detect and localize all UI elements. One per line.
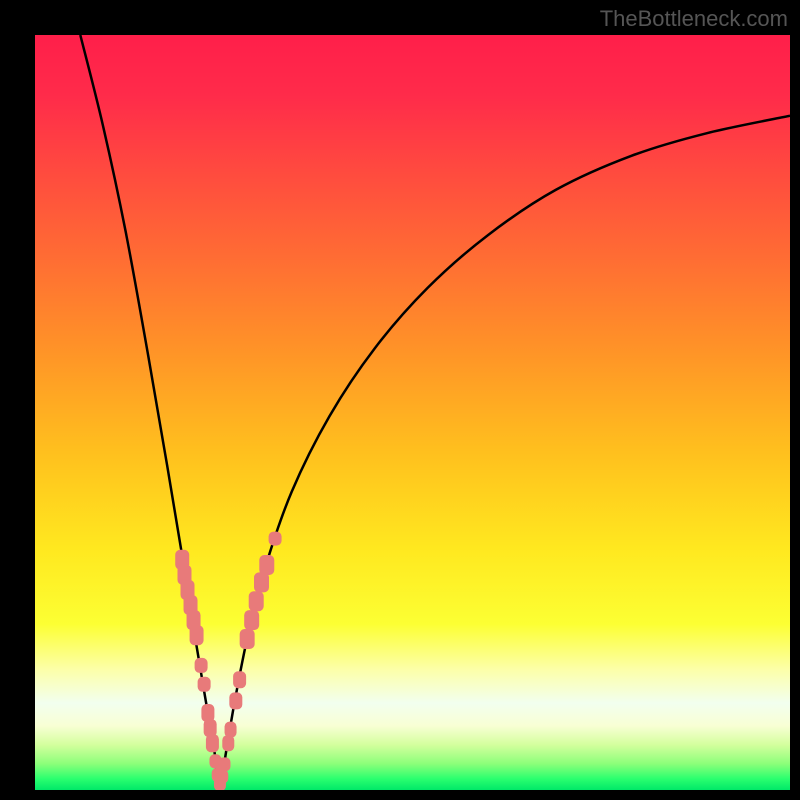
marker-layer — [175, 532, 281, 790]
chart-overlay — [35, 35, 790, 790]
curve-marker — [269, 532, 282, 546]
figure-root: { "watermark": { "text": "TheBottleneck.… — [0, 0, 800, 800]
curve-marker — [206, 734, 219, 752]
curve-marker — [222, 735, 234, 751]
curve-marker — [229, 692, 242, 709]
plot-area — [35, 35, 790, 790]
curve-marker — [233, 671, 246, 688]
curve-marker — [190, 625, 204, 645]
bottleneck-curve — [80, 35, 790, 787]
curve-marker — [254, 572, 269, 592]
curve-marker — [195, 658, 208, 673]
curve-marker — [240, 629, 255, 649]
curve-marker — [244, 610, 259, 630]
curve-marker — [259, 555, 274, 575]
watermark-text: TheBottleneck.com — [600, 6, 788, 32]
curve-marker — [225, 722, 237, 738]
curve-marker — [198, 677, 211, 692]
curve-marker — [216, 769, 228, 783]
curve-marker — [249, 591, 264, 611]
curve-marker — [219, 757, 231, 771]
